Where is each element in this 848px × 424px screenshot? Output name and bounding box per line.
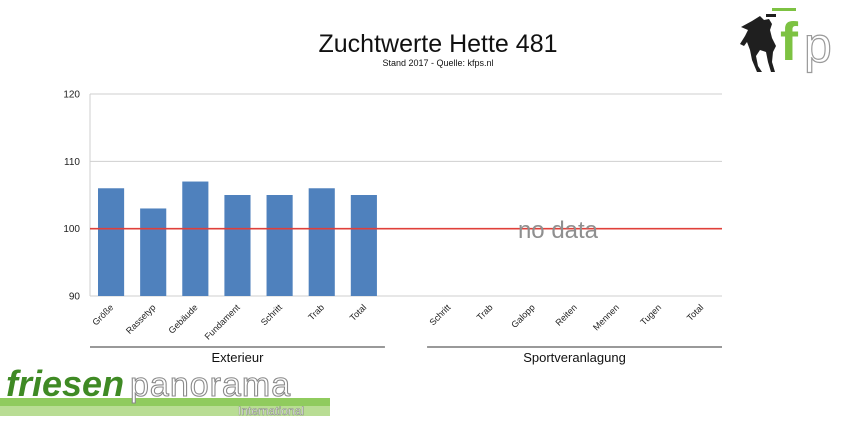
horse-silhouette-icon bbox=[740, 14, 776, 72]
x-category-label: Mennen bbox=[591, 302, 621, 332]
bar bbox=[308, 188, 335, 296]
y-tick-label: 110 bbox=[64, 157, 80, 168]
chart-title: Zuchtwerte Hette 481 bbox=[318, 30, 557, 58]
x-category-label: Total bbox=[348, 302, 369, 323]
kfp-logo: f p bbox=[740, 8, 832, 74]
bars bbox=[98, 181, 377, 296]
x-category-label: Tugen bbox=[638, 302, 663, 327]
logo-international-text: International bbox=[238, 404, 304, 418]
no-data-annotation: no data bbox=[518, 217, 599, 244]
friesenpanorama-logo: friesen panorama International bbox=[0, 363, 330, 418]
x-category-label: Fundament bbox=[203, 302, 243, 342]
x-category-labels: Größe Rassetyp Gebäude Fundament Schritt Trab… bbox=[90, 302, 705, 342]
y-tick-label: 100 bbox=[63, 224, 80, 235]
logo-green-bar bbox=[772, 8, 796, 11]
logo-letter-p: p bbox=[804, 17, 832, 73]
x-category-label: Total bbox=[685, 302, 706, 323]
x-category-label: Schritt bbox=[259, 302, 284, 327]
bar bbox=[98, 188, 125, 296]
x-category-label: Rassetyp bbox=[124, 302, 158, 336]
group-label: Exterieur bbox=[211, 350, 264, 365]
bar bbox=[266, 195, 293, 296]
x-category-label: Gebäude bbox=[166, 302, 199, 335]
bar bbox=[224, 195, 251, 296]
chart-subtitle: Stand 2017 - Quelle: kfps.nl bbox=[382, 58, 493, 68]
bar bbox=[140, 208, 167, 296]
x-category-label: Trab bbox=[475, 302, 495, 322]
x-category-label: Galopp bbox=[509, 302, 537, 330]
group-axes: Exterieur Sportveranlagung bbox=[90, 346, 722, 365]
logo-friesen-text: friesen bbox=[6, 363, 124, 404]
logo-panorama-text: panorama bbox=[130, 366, 291, 404]
bar bbox=[182, 181, 209, 296]
x-category-label: Schritt bbox=[427, 302, 452, 327]
bar bbox=[350, 195, 377, 296]
x-category-label: Reiten bbox=[553, 302, 578, 327]
y-tick-labels: 90 100 110 120 bbox=[63, 90, 80, 303]
x-category-label: Trab bbox=[306, 302, 326, 322]
x-category-label: Größe bbox=[90, 302, 115, 327]
y-tick-label: 90 bbox=[69, 292, 81, 303]
group-label: Sportveranlagung bbox=[523, 350, 626, 365]
logo-letter-f: f bbox=[780, 12, 799, 72]
y-tick-label: 120 bbox=[63, 90, 80, 101]
